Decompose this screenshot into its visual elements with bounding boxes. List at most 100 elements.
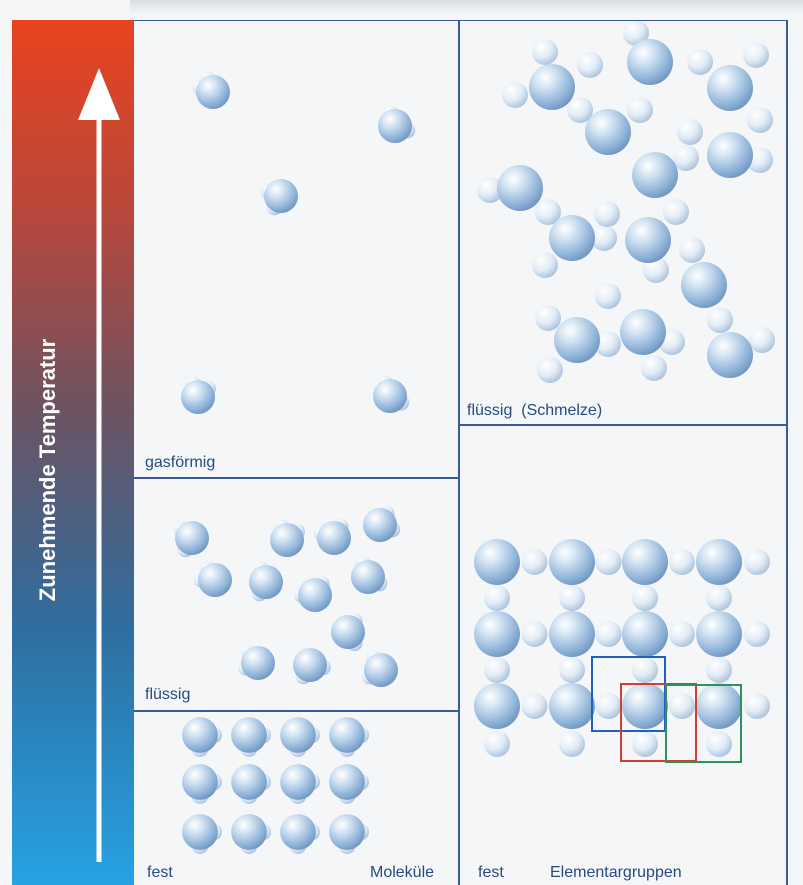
element-atom (585, 109, 631, 155)
bridge-atom (591, 225, 617, 251)
lattice-atom (549, 539, 595, 585)
element-atom (707, 65, 753, 111)
lattice-bridge-atom (706, 585, 732, 611)
lattice-bridge-atom (595, 549, 622, 575)
lattice-bridge-atom (669, 693, 695, 719)
bridge-atom (595, 331, 621, 357)
lattice-bridge-atom (559, 657, 585, 683)
bridge-atom (673, 145, 699, 171)
lattice-atom (549, 611, 595, 657)
unit-cell-red (620, 683, 697, 762)
lattice-atom (622, 611, 668, 657)
lattice-bridge-atom (484, 585, 510, 611)
unit-cell-frames (591, 656, 742, 763)
bridge-atom (747, 107, 773, 133)
oxygen-atom (241, 646, 275, 680)
lattice-bridge-atom (632, 731, 658, 757)
oxygen-atom (182, 814, 218, 850)
lattice-bridge-atom (632, 657, 658, 683)
oxygen-atom (331, 615, 365, 649)
oxygen-atom (182, 764, 218, 800)
oxygen-atom (363, 508, 397, 542)
lattice-bridge-atom (521, 549, 548, 575)
oxygen-atom (280, 764, 316, 800)
lattice-atom (474, 539, 520, 585)
bridge-atom (623, 20, 649, 46)
bridge-atom (627, 97, 653, 123)
oxygen-atom (329, 814, 365, 850)
element-atom (554, 317, 600, 363)
oxygen-atom (196, 75, 230, 109)
lattice-bridge-atom (484, 657, 510, 683)
lattice-bridge-atom (744, 693, 770, 719)
frame-right-edge (786, 20, 788, 885)
lattice-bridge-atom (706, 731, 732, 757)
bridge-atom (663, 199, 689, 225)
oxygen-atom (317, 521, 351, 555)
bridge-atom (577, 52, 603, 78)
bridge-atom (749, 327, 775, 353)
lattice-bridge-atom (744, 621, 770, 647)
bridge-atom (707, 307, 733, 333)
oxygen-atom (182, 717, 218, 753)
lattice-bridge-atom (744, 549, 770, 575)
divider-liquid-solid (134, 710, 460, 712)
bridge-atom (679, 237, 705, 263)
lattice-atom (622, 539, 668, 585)
element-atom (707, 332, 753, 378)
up-arrow-icon (78, 68, 120, 862)
lattice-atom (696, 683, 742, 729)
unit-cell-green (665, 684, 742, 763)
bridge-atom (532, 39, 558, 65)
oxygen-atom (373, 379, 407, 413)
lattice-atom (696, 539, 742, 585)
oxygen-atom (198, 563, 232, 597)
oxygen-atom (280, 717, 316, 753)
bridge-atom (594, 201, 620, 227)
lattice-atom (474, 683, 520, 729)
element-atom (681, 262, 727, 308)
lattice-bridge-atom (595, 621, 622, 647)
oxygen-atom (351, 560, 385, 594)
scan-bleed-strip (130, 0, 803, 14)
oxygen-atom (231, 717, 267, 753)
oxygen-atom (181, 380, 215, 414)
liquid-phase-label: flüssig (145, 686, 191, 703)
divider-right (458, 424, 788, 426)
oxygen-atom (329, 717, 365, 753)
element-groups-caption: Elementargruppen (550, 864, 682, 881)
lattice-bridge-atom (669, 621, 695, 647)
lattice-bridge-atom (559, 731, 585, 757)
oxygen-atom (231, 814, 267, 850)
bridge-atom (641, 355, 667, 381)
bridge-atom (477, 177, 503, 203)
oxygen-atom (329, 764, 365, 800)
oxygen-atom (249, 565, 283, 599)
frame-top-edge (134, 20, 788, 21)
oxygen-atom (175, 521, 209, 555)
element-atom (625, 217, 671, 263)
molecules-caption: Moleküle (370, 864, 435, 881)
element-atom (627, 39, 673, 85)
lattice-bridge-atom (669, 549, 695, 575)
element-atom (620, 309, 666, 355)
divider-gas-liquid (134, 477, 460, 479)
bridge-atom (502, 82, 528, 108)
lattice-bridge-atom (595, 693, 622, 719)
bridge-atom (743, 42, 769, 68)
lattice-bridge-atom (521, 621, 548, 647)
lattice-atom (622, 683, 668, 729)
oxygen-atom (280, 814, 316, 850)
bridge-atom (677, 119, 703, 145)
melt-phase-label: flüssig (Schmelze) (467, 402, 603, 419)
bridge-atom (687, 49, 713, 75)
bridge-atom (747, 147, 773, 173)
lattice-atom (696, 611, 742, 657)
element-atom (497, 165, 543, 211)
temperature-gradient-bar: Zunehmende Temperatur (12, 20, 134, 885)
bridge-atom (537, 357, 563, 383)
element-atom (529, 64, 575, 110)
element-atom (707, 132, 753, 178)
gas-phase-label: gasförmig (145, 454, 216, 471)
